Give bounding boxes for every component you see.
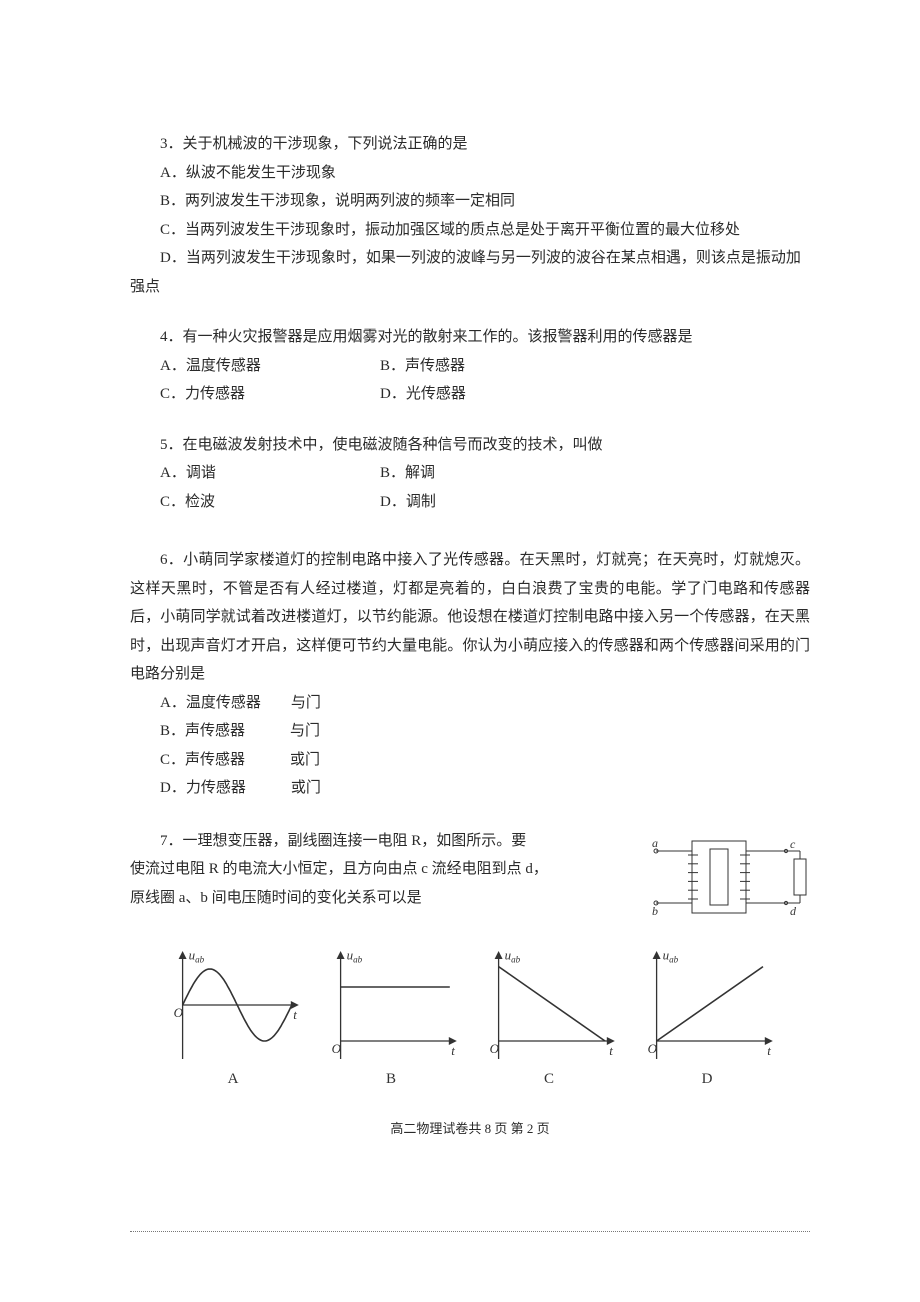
- q6-opt-a: A．温度传感器 与门: [130, 689, 810, 718]
- q5-opt-a: A．调谐: [130, 459, 350, 488]
- svg-text:uab: uab: [505, 947, 521, 964]
- q4-opt-c: C．力传感器: [130, 380, 350, 409]
- svg-text:t: t: [767, 1043, 771, 1058]
- graph-panel-a: uab t O A: [163, 945, 303, 1089]
- q6-opt-b: B．声传感器 与门: [130, 717, 810, 746]
- q7-stem-l2: 使流过电阻 R 的电流大小恒定，且方向由点 c 流经电阻到点 d，: [130, 855, 642, 884]
- svg-text:c: c: [790, 837, 796, 851]
- svg-text:D: D: [702, 1071, 713, 1087]
- q4-opt-b: B．声传感器: [350, 352, 570, 381]
- q3-opt-c: C．当两列波发生干涉现象时，振动加强区域的质点总是处于离开平衡位置的最大位移处: [130, 216, 810, 245]
- svg-text:O: O: [332, 1041, 342, 1056]
- exam-page: 3．关于机械波的干涉现象，下列说法正确的是 A．纵波不能发生干涉现象 B．两列波…: [0, 0, 920, 1302]
- svg-text:A: A: [228, 1071, 239, 1087]
- graph-panel-c: uab t O C: [479, 945, 619, 1089]
- svg-text:b: b: [652, 904, 658, 918]
- transformer-diagram: a b c d R: [650, 827, 810, 927]
- q4-stem: 4．有一种火灾报警器是应用烟雾对光的散射来工作的。该报警器利用的传感器是: [130, 323, 810, 352]
- svg-text:uab: uab: [663, 947, 679, 964]
- svg-text:t: t: [293, 1007, 297, 1022]
- q6-opt-c: C．声传感器 或门: [130, 746, 810, 775]
- svg-text:C: C: [544, 1071, 554, 1087]
- svg-text:uab: uab: [189, 947, 205, 964]
- question-5: 5．在电磁波发射技术中，使电磁波随各种信号而改变的技术，叫做 A．调谐 B．解调…: [130, 431, 810, 517]
- q5-stem: 5．在电磁波发射技术中，使电磁波随各种信号而改变的技术，叫做: [130, 431, 810, 460]
- bottom-rule: [130, 1231, 810, 1232]
- svg-text:d: d: [790, 904, 797, 918]
- svg-text:O: O: [490, 1041, 500, 1056]
- question-6: 6．小萌同学家楼道灯的控制电路中接入了光传感器。在天黑时，灯就亮；在天亮时，灯就…: [130, 546, 810, 803]
- svg-text:a: a: [652, 836, 658, 850]
- q6-opt-d: D．力传感器 或门: [130, 774, 810, 803]
- svg-text:t: t: [451, 1043, 455, 1058]
- question-7: 7．一理想变压器，副线圈连接一电阻 R，如图所示。要 使流过电阻 R 的电流大小…: [130, 827, 810, 1089]
- q7-graph-row: uab t O Auab t O Buab t O Cuab t O D: [130, 945, 810, 1089]
- svg-text:O: O: [174, 1005, 184, 1020]
- svg-text:t: t: [609, 1043, 613, 1058]
- q3-stem: 3．关于机械波的干涉现象，下列说法正确的是: [130, 130, 810, 159]
- svg-text:R: R: [809, 870, 810, 884]
- svg-text:B: B: [386, 1071, 396, 1087]
- graph-panel-b: uab t O B: [321, 945, 461, 1089]
- q3-opt-a: A．纵波不能发生干涉现象: [130, 159, 810, 188]
- q4-opt-a: A．温度传感器: [130, 352, 350, 381]
- q4-opt-d: D．光传感器: [350, 380, 570, 409]
- q7-stem-l3: 原线圈 a、b 间电压随时间的变化关系可以是: [130, 884, 642, 913]
- q6-stem: 6．小萌同学家楼道灯的控制电路中接入了光传感器。在天黑时，灯就亮；在天亮时，灯就…: [130, 546, 810, 689]
- q3-opt-d: D．当两列波发生干涉现象时，如果一列波的波峰与另一列波的波谷在某点相遇，则该点是…: [130, 244, 810, 301]
- q7-stem-l1: 7．一理想变压器，副线圈连接一电阻 R，如图所示。要: [130, 827, 642, 856]
- graph-panel-d: uab t O D: [637, 945, 777, 1089]
- q5-opt-d: D．调制: [350, 488, 570, 517]
- svg-text:uab: uab: [347, 947, 363, 964]
- svg-text:O: O: [648, 1041, 658, 1056]
- q5-opt-c: C．检波: [130, 488, 350, 517]
- q5-opt-b: B．解调: [350, 459, 570, 488]
- q3-opt-b: B．两列波发生干涉现象，说明两列波的频率一定相同: [130, 187, 810, 216]
- question-3: 3．关于机械波的干涉现象，下列说法正确的是 A．纵波不能发生干涉现象 B．两列波…: [130, 130, 810, 301]
- page-footer: 高二物理试卷共 8 页 第 2 页: [130, 1117, 810, 1142]
- question-4: 4．有一种火灾报警器是应用烟雾对光的散射来工作的。该报警器利用的传感器是 A．温…: [130, 323, 810, 409]
